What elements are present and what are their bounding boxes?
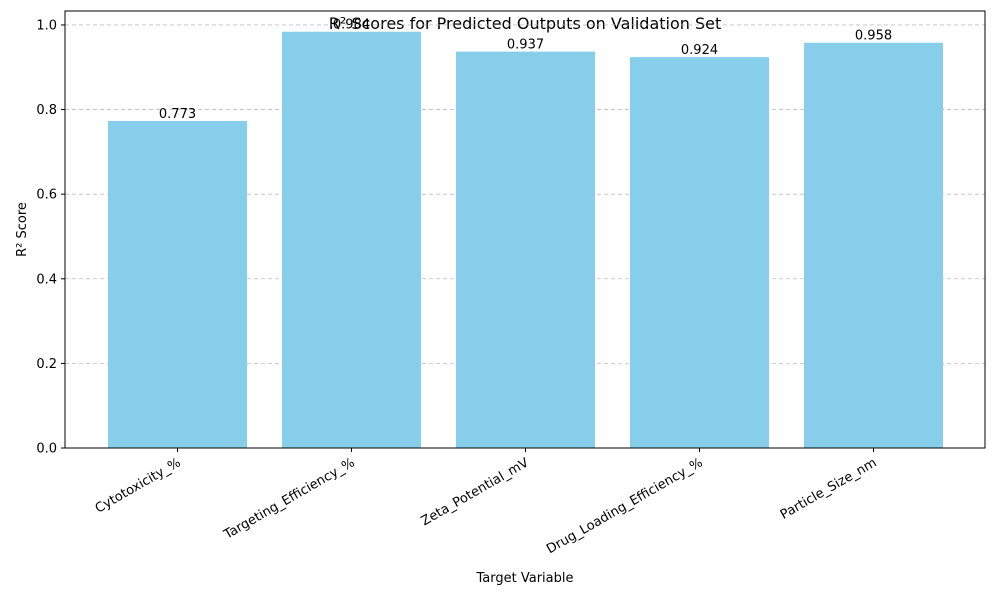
x-tick-label: Particle_Size_nm	[778, 455, 880, 522]
y-tick-label: 0.4	[36, 272, 57, 287]
chart-title: R² Scores for Predicted Outputs on Valid…	[329, 14, 722, 33]
bar-value-label: 0.937	[507, 38, 544, 53]
bar-value-label: 0.984	[333, 18, 370, 33]
y-tick-label: 0.8	[36, 103, 57, 118]
value-labels: 0.773 0.984 0.937 0.924 0.958	[159, 18, 892, 122]
bar	[282, 31, 421, 449]
bar	[108, 120, 247, 448]
bar	[804, 42, 943, 449]
bar-value-label: 0.924	[681, 43, 718, 58]
bar	[456, 51, 595, 448]
bars	[108, 31, 943, 449]
bar-value-label: 0.958	[855, 29, 892, 44]
y-axis-label: R² Score	[15, 202, 30, 257]
x-axis-label: Target Variable	[476, 571, 574, 586]
x-axis-ticks: Cytotoxicity_% Targeting_Efficiency_% Zeta…	[93, 448, 880, 557]
y-axis-ticks: 0.0 0.2 0.4 0.6 0.8 1.0	[36, 18, 65, 457]
x-tick-label: Drug_Loading_Efficiency_%	[544, 455, 705, 557]
bar-value-label: 0.773	[159, 107, 196, 122]
x-tick-label: Cytotoxicity_%	[93, 455, 184, 516]
x-tick-label: Targeting_Efficiency_%	[221, 455, 358, 543]
y-tick-label: 0.2	[36, 357, 57, 372]
x-tick-label: Zeta_Potential_mV	[419, 455, 532, 529]
y-tick-label: 0.6	[36, 188, 57, 203]
y-tick-label: 0.0	[36, 442, 57, 457]
y-tick-label: 1.0	[36, 18, 57, 33]
bar	[630, 57, 769, 448]
